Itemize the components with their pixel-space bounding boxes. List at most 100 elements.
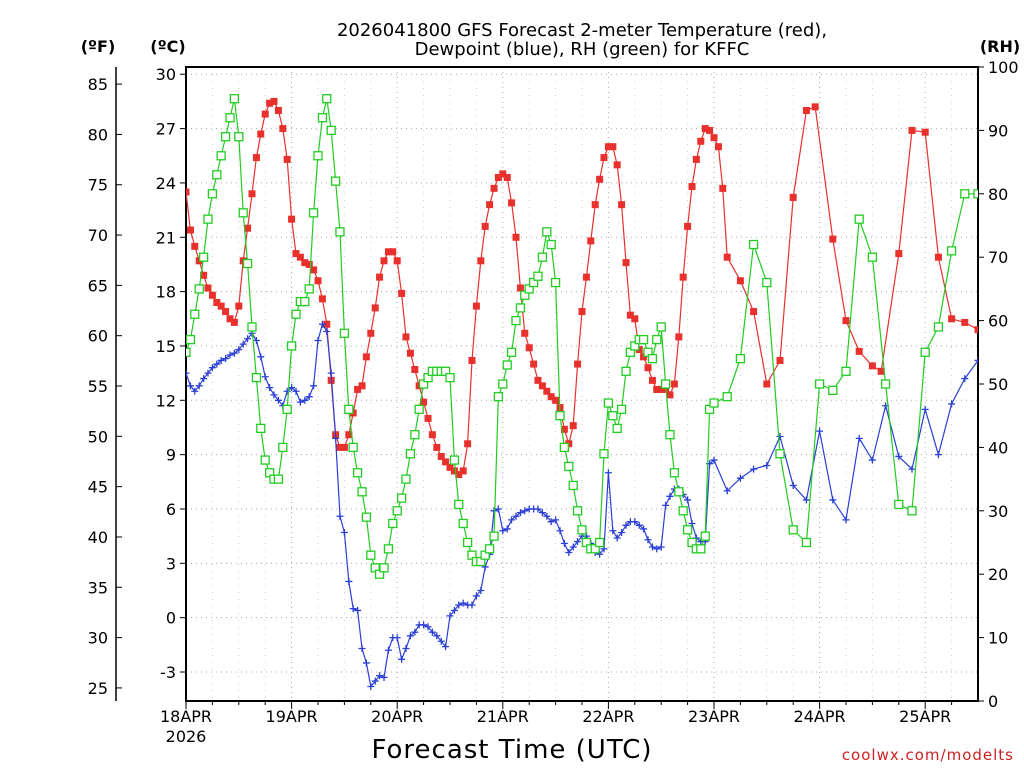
rh-point (652, 334, 662, 345)
dewpoint-point (362, 659, 370, 667)
temperature-point (367, 329, 375, 337)
dewpoint-point (270, 391, 278, 399)
dewpoint-point (829, 496, 837, 504)
rh-point (621, 366, 631, 376)
rh-point (669, 468, 680, 478)
temperature-point (697, 137, 705, 145)
temperature-point (710, 134, 718, 142)
temperature-point (868, 362, 876, 370)
temperature-point (692, 155, 700, 163)
temperature-point (596, 175, 604, 183)
fahrenheit-tick-label: 85 (88, 75, 108, 94)
rh-tick-label: 100 (988, 58, 1019, 77)
rh-point (788, 525, 798, 535)
temperature-point (244, 224, 252, 232)
rh-point (709, 398, 719, 408)
dewpoint-point (200, 375, 208, 383)
temperature-point (842, 317, 850, 325)
temperature-point (525, 344, 533, 352)
rh-point (511, 315, 521, 326)
temperature-point (235, 302, 243, 310)
rh-point (273, 474, 284, 484)
temperature-point (547, 393, 555, 401)
dewpoint-point (948, 400, 956, 408)
dewpoint-point (565, 548, 573, 556)
rh-point (678, 506, 688, 516)
temperature-point (477, 257, 485, 265)
rh-tick-label: 20 (988, 565, 1008, 584)
dewpoint-point (244, 335, 252, 343)
rh-point (339, 328, 350, 338)
temperature-point (750, 308, 758, 316)
rh-point (225, 113, 235, 123)
dewpoint-point (640, 525, 648, 533)
rh-point (983, 222, 991, 230)
plot-frame (185, 66, 979, 702)
temperature-point (406, 349, 414, 357)
dewpoint-point (648, 543, 656, 551)
rh-point (577, 525, 587, 535)
x-tick-label: 20APR (371, 707, 423, 726)
celsius-tick-label: 0 (166, 609, 176, 628)
rh-point (674, 487, 684, 497)
temperature-point (433, 443, 441, 451)
dewpoint-point (736, 474, 744, 482)
celsius-tick-label: 21 (156, 228, 176, 247)
temperature-point (521, 329, 529, 337)
dewpoint-point (622, 521, 630, 529)
dewpoint-point (855, 434, 863, 442)
dewpoint-point (235, 346, 243, 354)
dewpoint-point (631, 518, 639, 526)
data-series (186, 94, 991, 691)
celsius-tick-label: 27 (156, 120, 176, 139)
rh-axis-unit: (RH) (980, 37, 1020, 56)
temperature-point (719, 184, 727, 192)
dewpoint-point (468, 601, 476, 609)
tick-labels: 302724211815129630-385807570656055504540… (88, 58, 1019, 726)
dewpoint-point (499, 527, 507, 535)
dewpoint-point (305, 393, 313, 401)
dewpoint-point (376, 672, 384, 680)
temperature-point (336, 443, 344, 451)
dewpoint-point (217, 356, 225, 364)
dewpoint-point (424, 623, 432, 631)
temperature-point (811, 103, 819, 111)
temperature-point (666, 391, 674, 399)
temperature-point (248, 190, 256, 198)
dewpoint-point (547, 518, 555, 526)
temperature-point (222, 308, 230, 316)
temperature-point (310, 266, 318, 274)
credit-link[interactable]: coolwx.com/modelts (842, 746, 1014, 764)
temperature-point (688, 183, 696, 191)
dewpoint-point (490, 507, 498, 515)
rh-point (352, 468, 363, 478)
dewpoint-point (323, 327, 331, 335)
dewpoint-point (516, 509, 524, 517)
dewpoint-point (380, 673, 388, 681)
temperature-point (494, 173, 502, 181)
rh-point (828, 385, 838, 395)
dewpoint-point (662, 501, 670, 509)
dewpoint-point (283, 387, 291, 395)
dewpoint-point (983, 344, 990, 351)
rh-point (392, 506, 402, 516)
dewpoint-point (776, 433, 784, 441)
dewpoint-point (398, 655, 406, 663)
temperature-point (213, 298, 221, 306)
fahrenheit-tick-label: 45 (88, 478, 108, 497)
rh-point (291, 309, 301, 319)
rh-point (515, 303, 526, 313)
temperature-point (948, 315, 956, 323)
rh-point (564, 461, 574, 472)
dewpoint-point (358, 644, 366, 652)
rh-point (484, 544, 495, 554)
rh-point (445, 373, 455, 383)
dewpoint-point (446, 612, 454, 620)
dewpoint-point (569, 543, 577, 551)
rh-point (357, 487, 367, 497)
fahrenheit-tick-label: 65 (88, 276, 108, 295)
rh-point (960, 189, 970, 199)
dewpoint-point (186, 369, 190, 377)
rh-point (656, 322, 666, 332)
